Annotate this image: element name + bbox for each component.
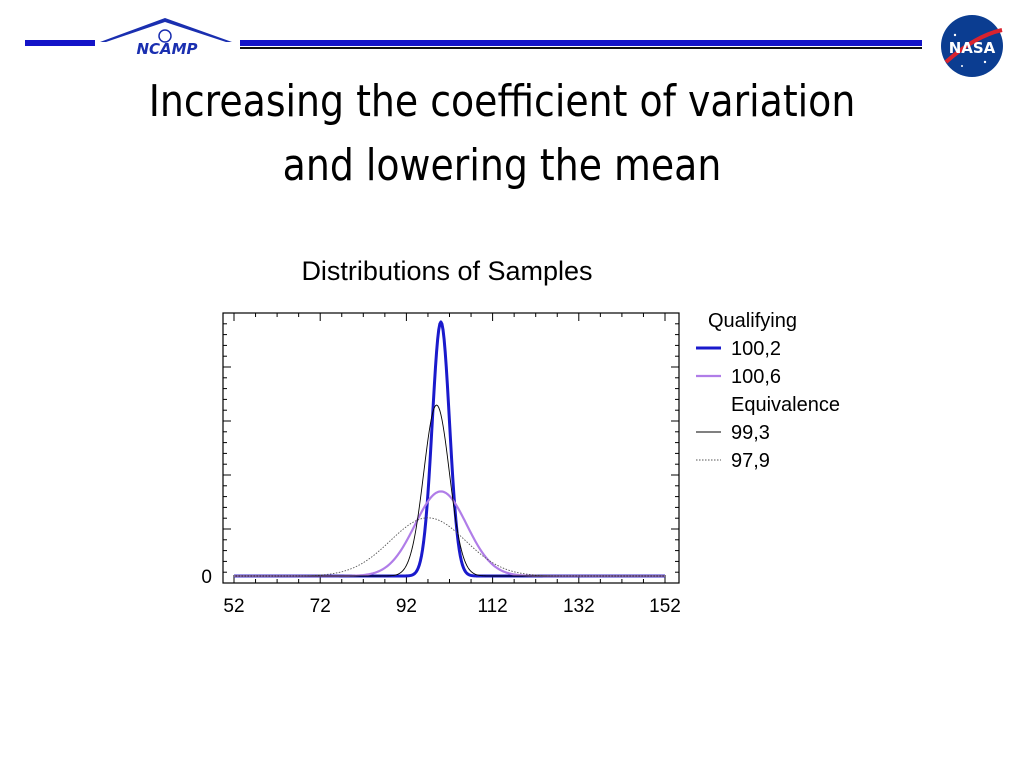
- y-tick-label: 0: [201, 567, 212, 588]
- legend-heading: Equivalence: [731, 394, 840, 416]
- series-line-97-9: [234, 517, 665, 577]
- chart-title: Distributions of Samples: [301, 256, 592, 286]
- legend-label: 99,3: [731, 422, 770, 444]
- x-tick-label: 92: [396, 596, 417, 617]
- legend-label: 97,9: [731, 450, 770, 472]
- y-tick-labels: 0: [201, 567, 212, 588]
- legend-label: 100,6: [731, 366, 781, 388]
- x-tick-label: 132: [563, 596, 595, 617]
- ncamp-logo: NCAMP: [100, 18, 232, 58]
- ncamp-logo-text: NCAMP: [136, 40, 197, 58]
- series-line-100-6: [233, 490, 666, 578]
- title-line-2: and lowering the mean: [282, 140, 722, 191]
- header-bar: NCAMP NASA: [25, 15, 1003, 77]
- x-tick-label: 152: [649, 596, 681, 617]
- x-tick-label: 72: [310, 596, 331, 617]
- series-curves: [233, 320, 666, 578]
- legend-heading: Qualifying: [708, 310, 797, 332]
- x-tick-label: 52: [223, 596, 244, 617]
- legend-label: 100,2: [731, 338, 781, 360]
- nasa-logo: NASA: [941, 15, 1003, 77]
- x-tick-labels: 52 72 92 112 132 152: [223, 596, 680, 617]
- nasa-logo-text: NASA: [949, 39, 996, 57]
- series-line-100-2: [233, 320, 666, 578]
- title-line-1: Increasing the coefficient of variation: [148, 76, 856, 127]
- plot-frame: [222, 312, 680, 584]
- x-tick-label: 112: [477, 596, 507, 617]
- legend: Qualifying 100,2 100,6 Equivalence 99,3 97,9: [696, 310, 840, 472]
- page-title: Increasing the coefficient of variation …: [70, 70, 933, 198]
